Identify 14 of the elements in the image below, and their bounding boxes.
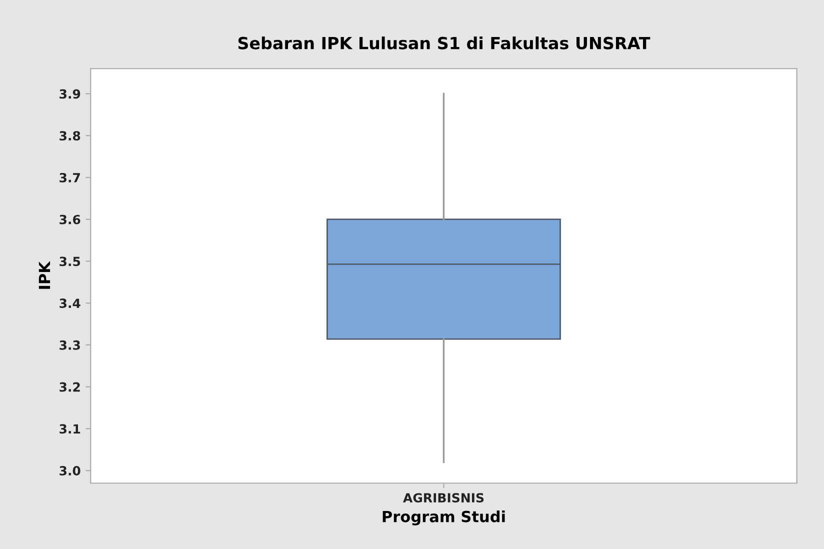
y-tick-label: 3.1	[60, 424, 80, 434]
x-axis-title: Program Studi	[382, 510, 505, 526]
chart-title: Sebaran IPK Lulusan S1 di Fakultas UNSRAT	[238, 36, 650, 50]
y-tick-label: 3.0	[60, 466, 80, 476]
y-tick-label: 3.4	[60, 298, 80, 308]
y-tick-label: 3.3	[60, 340, 80, 350]
y-tick-label: 3.6	[60, 214, 80, 224]
y-tick-label: 3.2	[60, 382, 80, 392]
y-axis-title: IPK	[38, 261, 50, 289]
y-tick-label: 3.9	[60, 89, 80, 99]
y-tick-label: 3.7	[60, 172, 80, 182]
y-tick-label: 3.5	[60, 256, 80, 266]
x-tick-label: AGRIBISNIS	[403, 493, 484, 503]
y-tick-label: 3.8	[60, 131, 80, 141]
